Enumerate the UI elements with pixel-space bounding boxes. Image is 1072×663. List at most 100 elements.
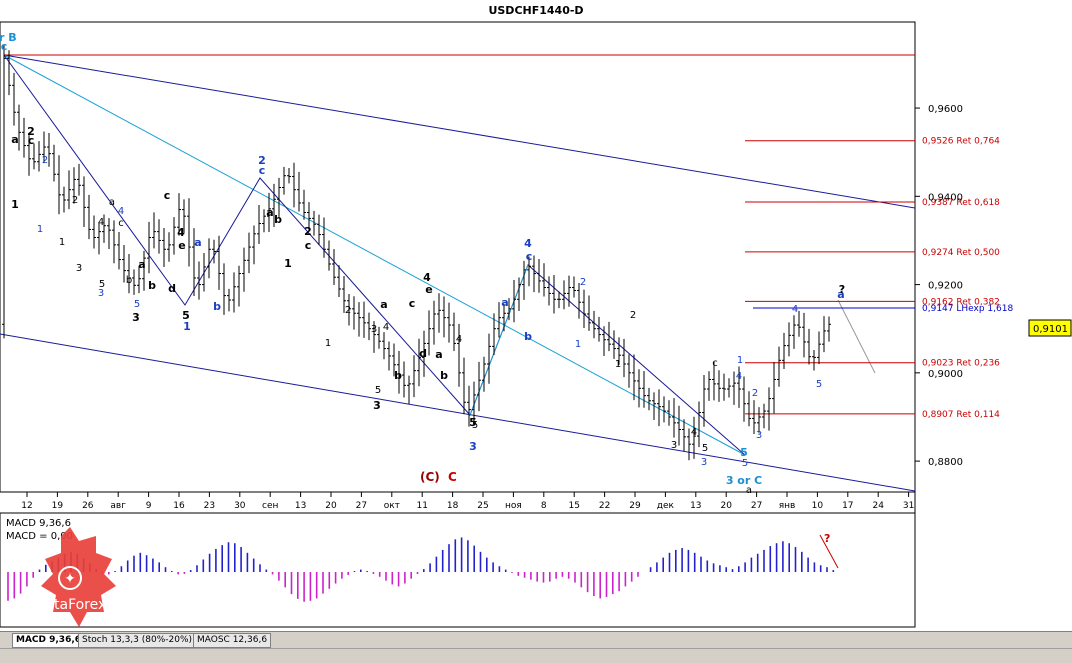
wave-label: 1 <box>615 359 621 370</box>
wave-label: 2 <box>27 125 35 138</box>
time-tick-label: ноя <box>505 501 522 511</box>
wave-label: 3 <box>373 399 381 412</box>
macd-histogram <box>7 537 835 602</box>
wave-label: a <box>109 197 115 208</box>
wave-label: 3 <box>132 311 140 324</box>
time-tick-label: сен <box>262 501 278 511</box>
instaforex-logo: ✦ InstaForex <box>34 527 116 627</box>
wave-label: b <box>126 275 132 286</box>
wave-label: 5 <box>702 443 708 454</box>
wave-label: 4 <box>736 371 742 382</box>
wave-label: e <box>178 239 185 252</box>
wave-label: c <box>164 189 171 202</box>
wave-label: 1 <box>59 237 65 248</box>
wave-label: 3 <box>371 324 377 335</box>
fib-levels: 0,9526 Ret 0,764 0,9387 Ret 0,618 0,9274 R… <box>745 137 1013 420</box>
wave-label: a <box>837 288 844 301</box>
current-price-box <box>1028 319 1072 337</box>
price-candles <box>2 45 831 461</box>
fib-level-label: 0,8907 Ret 0,114 <box>922 410 1000 420</box>
wave-label: c <box>28 134 35 147</box>
wave-label: 5 <box>99 279 105 290</box>
time-tick-label: 18 <box>447 501 459 511</box>
time-tick-label: 8 <box>541 501 547 511</box>
fib-level-label: 0,9387 Ret 0,618 <box>922 198 1000 208</box>
time-tick-label: 29 <box>629 501 641 511</box>
time-tick-label: 13 <box>690 501 701 511</box>
tab-stoch[interactable]: Stoch 13,3,3 (80%-20%) <box>78 633 197 648</box>
time-tick-label: 16 <box>173 501 185 511</box>
wave-label-big-c: C <box>448 470 457 484</box>
wave-label: 3 <box>701 457 707 468</box>
time-tick-label: янв <box>779 501 796 511</box>
chart-title: USDCHF1440-D <box>488 4 583 17</box>
cyan-trend-line[interactable] <box>3 54 746 456</box>
wave-label: 5 <box>742 458 748 469</box>
wave-label: 2 <box>258 154 266 167</box>
time-tick-label: окт <box>384 501 400 511</box>
time-tick-label: 20 <box>325 501 337 511</box>
macd-title: MACD 9,36,6 <box>6 518 71 529</box>
wave-label: b <box>524 330 532 343</box>
time-tick-label: 10 <box>812 501 824 511</box>
logo-text: InstaForex <box>34 597 107 613</box>
wave-label: e <box>425 283 432 296</box>
wave-label: 2 <box>752 388 758 399</box>
wave-label: 4 <box>691 427 697 438</box>
wave-label: or B <box>0 31 17 44</box>
time-tick-label: 27 <box>751 501 762 511</box>
time-tick-label: 19 <box>52 501 64 511</box>
wave-label-big-c-paren: (C) <box>420 470 440 484</box>
wave-label: 1 <box>37 224 43 235</box>
wave-label: 1 <box>737 355 743 366</box>
wave-label: c <box>712 358 718 369</box>
time-tick-label: 12 <box>21 501 32 511</box>
time-tick-label: авг <box>110 501 126 511</box>
wave-label: 4 <box>383 322 389 333</box>
wave-label: 3 <box>469 440 477 453</box>
fib-level-label: 0,9023 Ret 0,236 <box>922 359 1000 369</box>
wave-label: 4 <box>524 237 532 250</box>
wave-label: b <box>213 300 221 313</box>
wave-label: 4 <box>118 206 124 217</box>
wave-label: 5 <box>740 446 748 459</box>
time-tick-label: 31 <box>903 501 914 511</box>
fib-level-label: 0,9162 Ret 0,382 <box>922 297 1000 307</box>
wave-label: 4 <box>423 271 431 284</box>
wave-label: c <box>409 297 416 310</box>
wave-label: 3 <box>671 440 677 451</box>
chart-canvas[interactable]: USDCHF1440-D 0,9526 Ret 0,764 0,9387 Ret … <box>0 0 1072 630</box>
fib-level-label: 0,9526 Ret 0,764 <box>922 137 1000 147</box>
tab-macd[interactable]: MACD 9,36,6 <box>12 633 86 648</box>
time-tick-label: 17 <box>842 501 853 511</box>
wave-label: 3 <box>76 263 82 274</box>
time-tick-label: 22 <box>599 501 610 511</box>
time-tick-label: 23 <box>204 501 215 511</box>
time-tick-label: дек <box>657 501 675 511</box>
status-bar <box>0 648 1072 663</box>
wave-label: a <box>11 133 18 146</box>
price-tick-label: 0,9400 <box>928 192 963 203</box>
macd-value: MACD = 0,00 <box>6 531 73 542</box>
channel-lower-line[interactable] <box>0 333 916 492</box>
wave-label: 2 <box>304 225 312 238</box>
time-tick-label: 24 <box>872 501 884 511</box>
price-tick-label: 0,8800 <box>928 457 963 468</box>
logo-emblem-icon <box>58 566 82 590</box>
time-tick-label: 20 <box>720 501 732 511</box>
time-axis: 12 19 26 авг 9 16 23 30 сен 13 20 27 окт 11 18 25 ноя 8 15… <box>21 492 914 511</box>
wave-label: a <box>501 296 508 309</box>
wave-label: c <box>1 40 8 53</box>
channel-upper-line[interactable] <box>3 54 916 209</box>
wave-label: d <box>419 347 427 360</box>
price-tick-label: 0,9200 <box>928 281 963 292</box>
current-price-label: 0,9101 <box>1033 324 1068 335</box>
macd-divergence-line <box>819 534 839 569</box>
time-tick-label: 11 <box>416 501 427 511</box>
wave-label: 4 <box>792 304 798 315</box>
wave-label: 5 <box>469 416 477 429</box>
wave-label: 2 <box>580 277 586 288</box>
wave-labels: or Bca12c21213453ac4b5ab3c4eda51b2cab12c… <box>0 31 845 496</box>
tab-maosc[interactable]: MAOSC 12,36,6 <box>193 633 272 648</box>
